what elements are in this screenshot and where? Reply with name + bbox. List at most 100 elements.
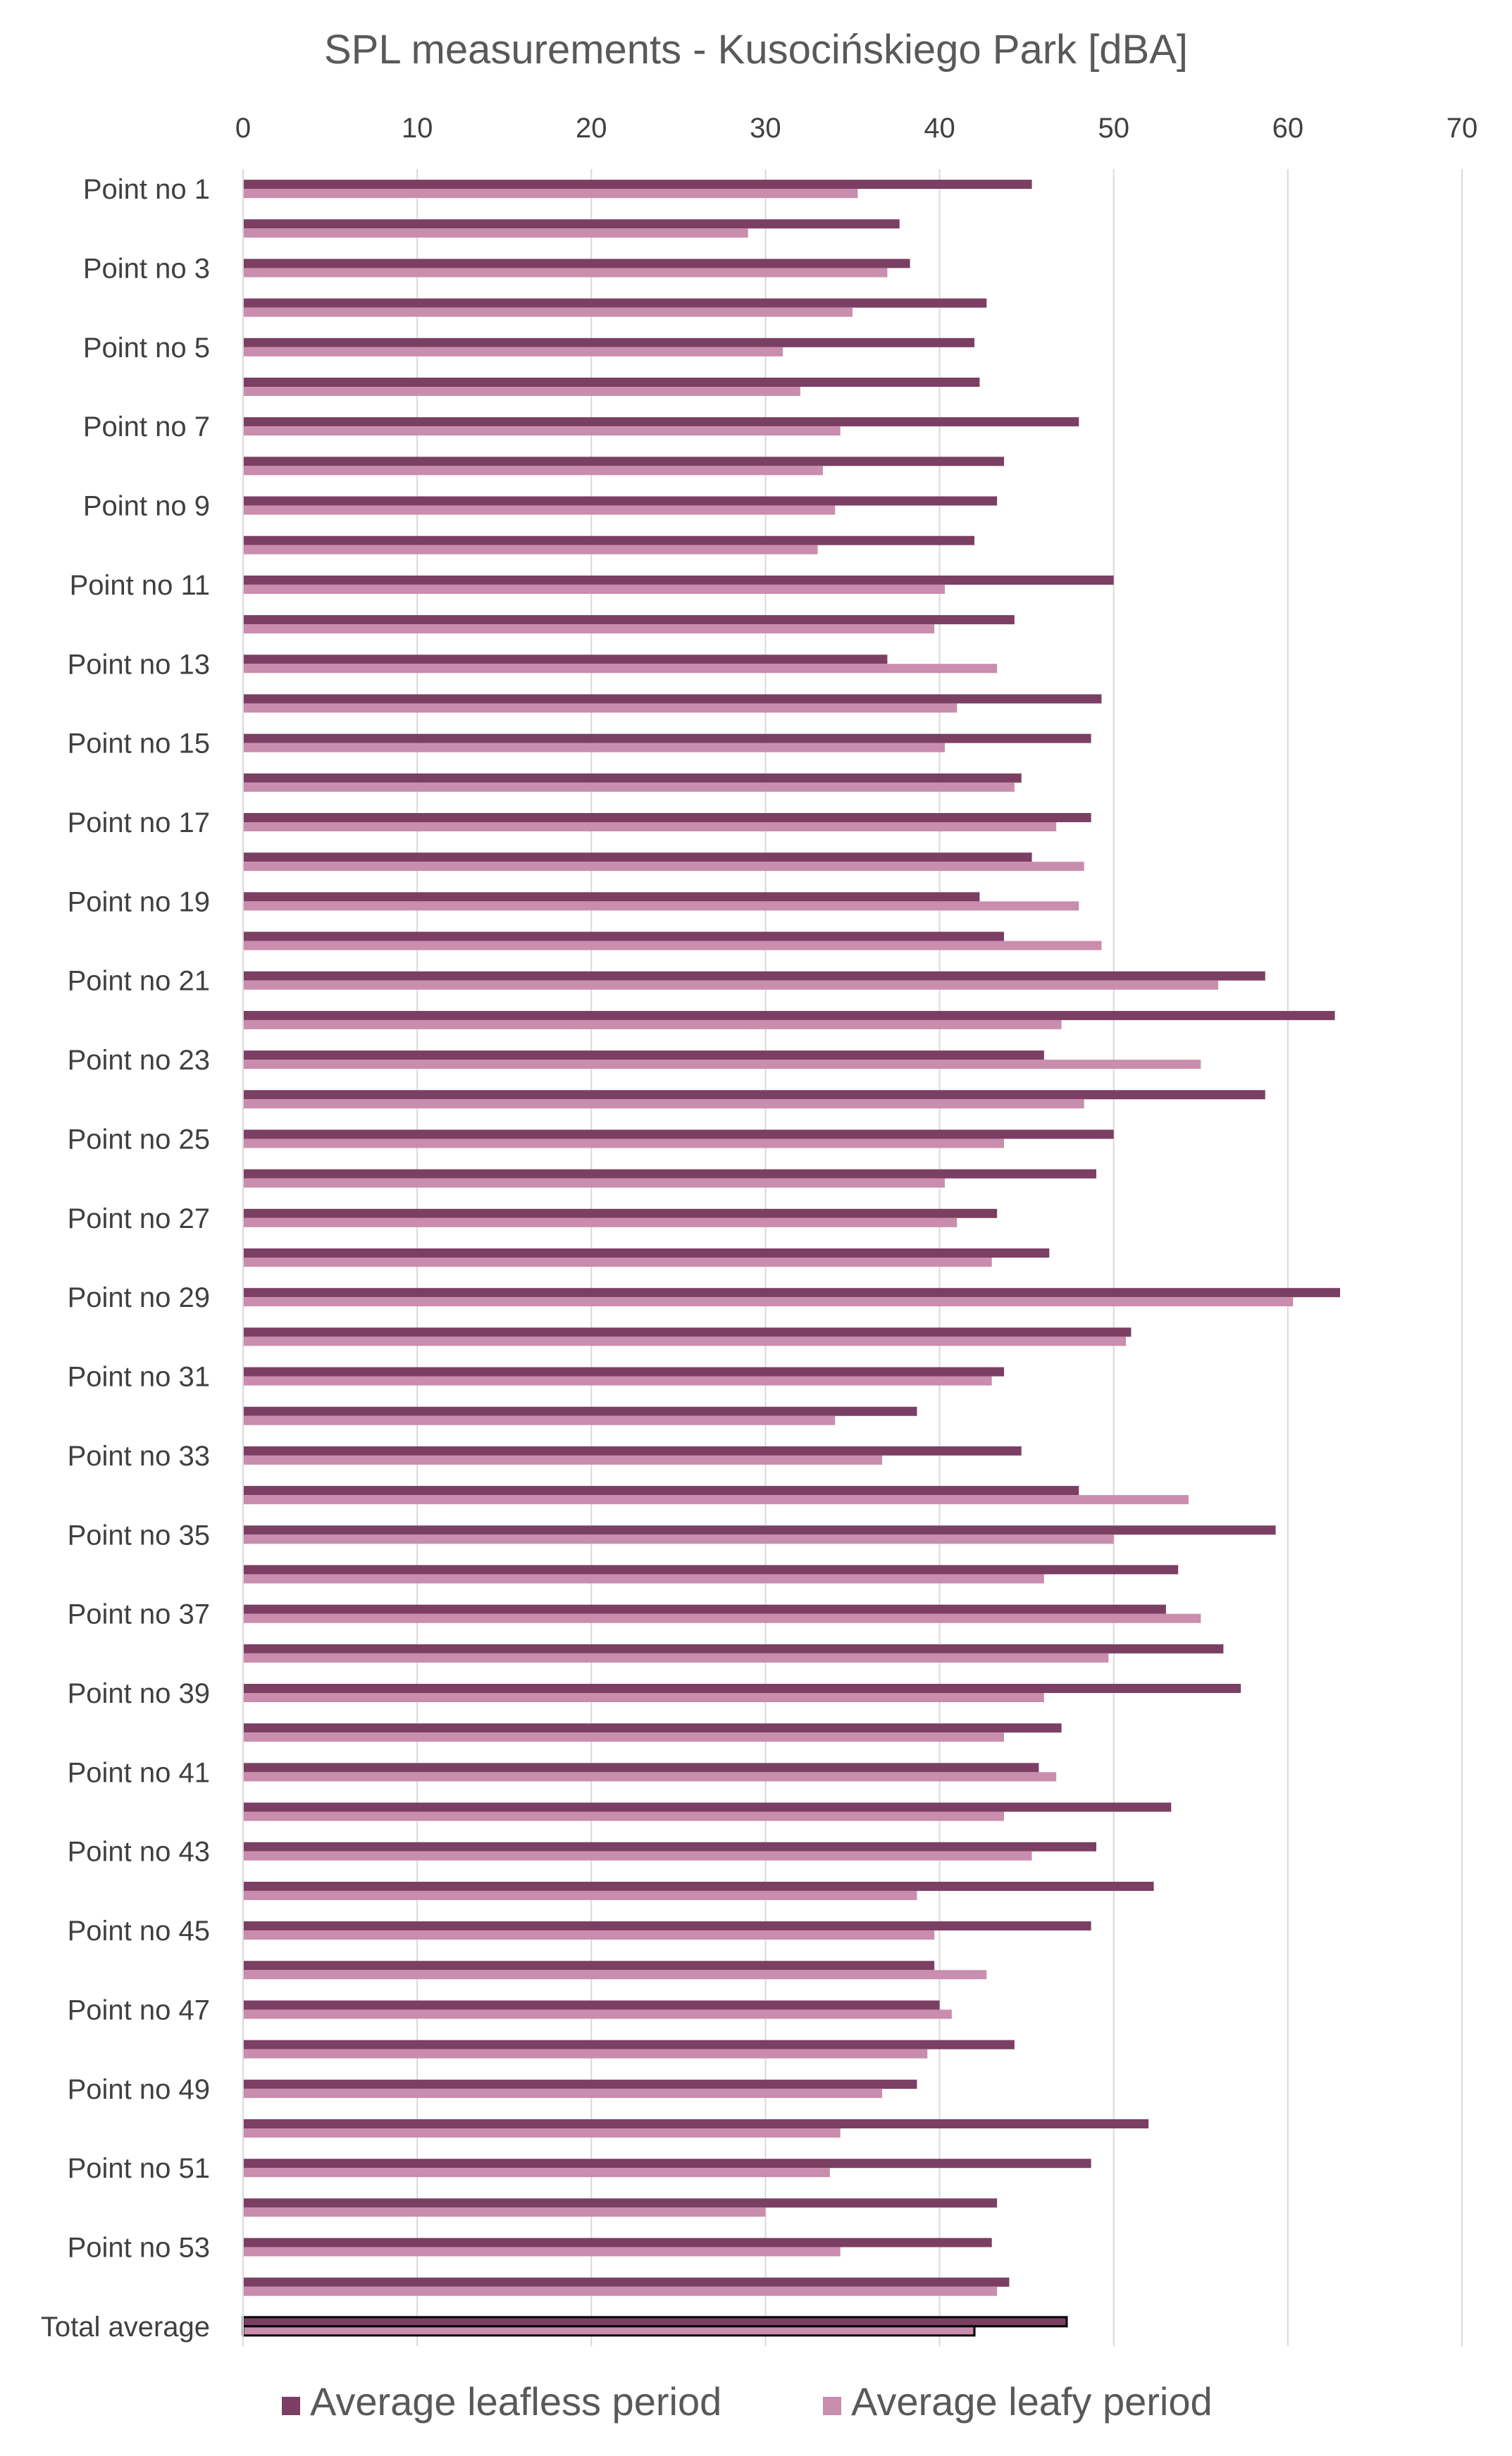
x-tick-label-60: 60	[1272, 113, 1304, 144]
bar-leafy-6	[243, 387, 800, 396]
x-tick-label-20: 20	[576, 113, 607, 144]
bar-leafless-14	[243, 694, 1102, 704]
y-tick-label-21: Point no 21	[68, 966, 210, 997]
bar-leafy-15	[243, 743, 945, 752]
bar-leafless-43	[243, 1842, 1096, 1852]
bar-leafless-21	[243, 971, 1265, 981]
bar-leafless-44	[243, 1881, 1154, 1891]
bars	[242, 180, 1340, 2337]
bar-leafless-1	[243, 180, 1032, 190]
y-tick-label-19: Point no 19	[68, 886, 210, 917]
bar-leafy-1	[243, 189, 858, 199]
bar-leafy-46	[243, 1970, 987, 1980]
bar-leafy-40	[243, 1732, 1005, 1742]
bar-leafy-17	[243, 822, 1057, 831]
y-tick-label-37: Point no 37	[68, 1599, 210, 1630]
bar-leafy-52	[243, 2207, 766, 2217]
y-tick-label-33: Point no 33	[68, 1441, 210, 1472]
bar-leafy-53	[243, 2247, 841, 2257]
bar-leafless-41	[243, 1763, 1039, 1773]
x-tick-label-70: 70	[1446, 113, 1478, 144]
y-tick-label-35: Point no 35	[68, 1520, 210, 1551]
bar-leafy-22	[243, 1019, 1062, 1029]
x-tick-label-50: 50	[1098, 113, 1129, 144]
y-tick-label-25: Point no 25	[68, 1124, 210, 1155]
y-tick-label-55: Total average	[41, 2312, 210, 2343]
bar-leafless-53	[243, 2238, 992, 2247]
y-tick-label-49: Point no 49	[68, 2074, 210, 2105]
bar-leafy-10	[243, 545, 818, 554]
bar-leafy-45	[243, 1930, 935, 1940]
bar-leafless-4	[243, 298, 987, 308]
bar-leafy-55	[242, 2325, 976, 2337]
bar-leafy-32	[243, 1415, 836, 1425]
bar-leafless-40	[243, 1723, 1062, 1733]
bar-leafless-30	[243, 1327, 1132, 1337]
y-tick-label-1: Point no 1	[83, 174, 210, 205]
bar-leafless-18	[243, 852, 1032, 862]
bar-leafless-28	[243, 1248, 1050, 1258]
bar-leafless-35	[243, 1525, 1276, 1535]
x-tick-label-30: 30	[750, 113, 781, 144]
bar-leafless-2	[243, 219, 900, 229]
bar-leafy-54	[243, 2286, 998, 2296]
legend-swatch-leafless	[282, 2397, 300, 2415]
bar-leafless-37	[243, 1604, 1166, 1614]
bar-leafy-12	[243, 624, 935, 634]
y-tick-label-11: Point no 11	[70, 570, 210, 601]
bar-leafless-49	[243, 2079, 917, 2089]
bar-leafy-7	[243, 426, 841, 436]
x-tick-label-40: 40	[924, 113, 955, 144]
y-tick-label-53: Point no 53	[68, 2233, 210, 2264]
y-tick-label-23: Point no 23	[68, 1045, 210, 1076]
bar-leafy-3	[243, 268, 888, 278]
bar-leafy-44	[243, 1890, 917, 1900]
y-tick-label-15: Point no 15	[68, 728, 210, 759]
bar-leafy-5	[243, 347, 783, 356]
bar-leafless-31	[243, 1367, 1005, 1377]
bar-leafless-47	[243, 2000, 940, 2010]
bar-leafless-15	[243, 733, 1091, 743]
bar-leafless-50	[243, 2119, 1149, 2128]
bar-leafy-28	[243, 1258, 992, 1267]
bar-leafless-52	[243, 2198, 998, 2208]
bar-leafy-27	[243, 1217, 958, 1227]
bar-leafless-42	[243, 1802, 1172, 1812]
bar-leafy-13	[243, 664, 998, 674]
bar-leafless-45	[243, 1921, 1091, 1931]
bar-leafless-16	[243, 773, 1022, 783]
bar-leafy-18	[243, 862, 1084, 872]
bar-leafy-14	[243, 703, 958, 713]
bar-leafy-19	[243, 901, 1079, 911]
bar-leafy-2	[243, 228, 748, 238]
bar-leafless-33	[243, 1446, 1022, 1456]
bar-leafy-16	[243, 782, 1015, 792]
bar-leafy-25	[243, 1139, 1005, 1148]
bar-leafless-38	[243, 1644, 1224, 1654]
x-tick-label-10: 10	[402, 113, 433, 144]
bar-leafless-23	[243, 1050, 1044, 1060]
bar-leafless-3	[243, 259, 910, 268]
y-tick-label-31: Point no 31	[68, 1362, 210, 1393]
bar-leafless-19	[243, 892, 980, 902]
x-tick-label-0: 0	[235, 113, 251, 144]
bar-leafy-41	[243, 1772, 1057, 1782]
y-tick-label-9: Point no 9	[83, 491, 210, 522]
bar-leafy-4	[243, 307, 853, 317]
bar-leafy-29	[243, 1297, 1294, 1307]
y-axis-tick-labels: Point no 1 Point no 3 Point no 5 Point no 7…	[41, 174, 210, 2343]
y-tick-label-5: Point no 5	[83, 333, 210, 364]
bar-leafy-50	[243, 2128, 841, 2138]
bar-leafless-46	[243, 1961, 935, 1971]
bar-leafless-25	[243, 1129, 1114, 1139]
bar-leafy-47	[243, 2009, 952, 2019]
bar-leafy-49	[243, 2088, 883, 2098]
bar-leafless-12	[243, 615, 1015, 625]
legend-label-leafless: Average leafless period	[310, 2379, 721, 2424]
bar-leafy-39	[243, 1693, 1044, 1702]
legend-label-leafy: Average leafy period	[851, 2379, 1213, 2424]
bar-leafless-10	[243, 535, 974, 545]
y-tick-label-41: Point no 41	[68, 1757, 210, 1788]
bar-leafy-24	[243, 1099, 1084, 1109]
y-tick-label-27: Point no 27	[68, 1203, 210, 1234]
